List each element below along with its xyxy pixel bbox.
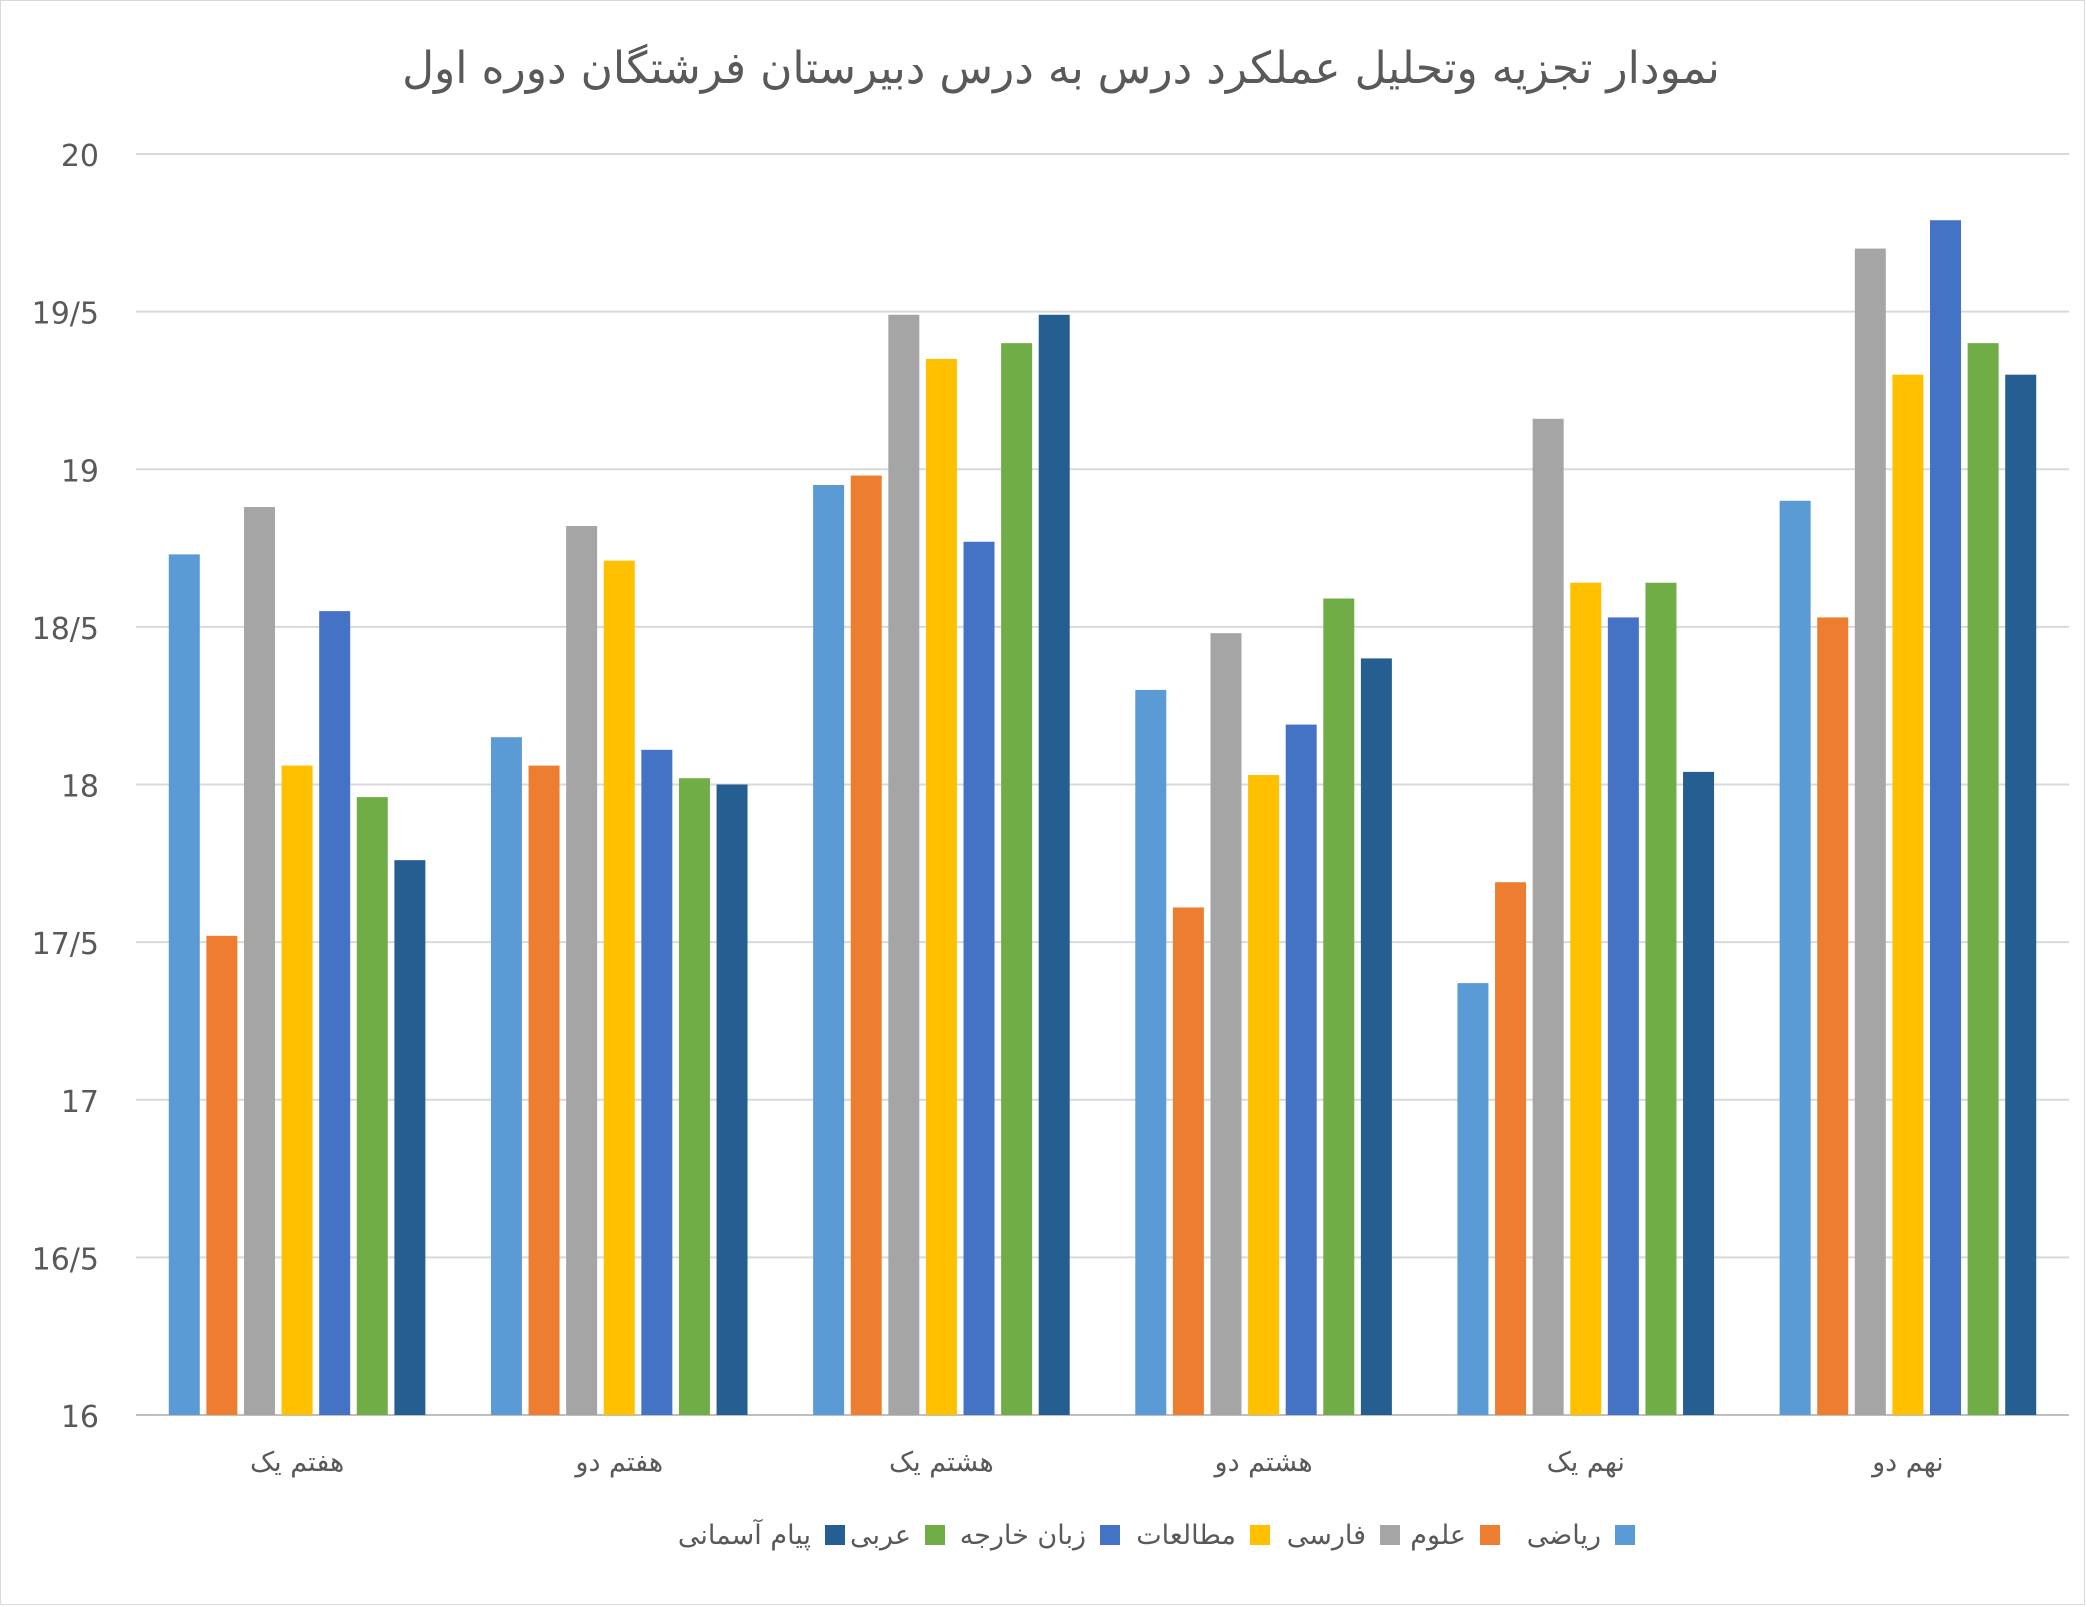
y-tick-label: 17/5 (32, 927, 99, 962)
y-tick-label: 16 (61, 1400, 99, 1435)
bar (1930, 220, 1962, 1415)
bar (319, 611, 351, 1415)
bar (1038, 314, 1070, 1416)
bar (1285, 724, 1317, 1415)
legend-swatch (1100, 1525, 1120, 1545)
bar (1457, 983, 1489, 1415)
legend-swatch (1380, 1525, 1400, 1545)
y-tick-label: 18/5 (32, 612, 99, 647)
legend-swatch (1480, 1525, 1500, 1545)
bar (1001, 343, 1033, 1415)
bar (528, 765, 560, 1415)
bar (603, 560, 635, 1415)
bar (1172, 907, 1204, 1415)
bar (1683, 771, 1715, 1415)
bar (1779, 500, 1811, 1415)
x-tick-label: هفتم یک (250, 1447, 344, 1478)
bar (1854, 248, 1886, 1416)
bar (888, 314, 920, 1416)
x-tick-label: نهم دو (1870, 1447, 1944, 1478)
bar (356, 797, 388, 1415)
y-tick-label: 19 (61, 454, 99, 489)
bar (678, 778, 710, 1415)
bar (1495, 882, 1527, 1415)
bar (716, 784, 748, 1415)
y-tick-label: 18 (61, 770, 99, 805)
bar (1967, 343, 1999, 1415)
bar (1323, 598, 1355, 1415)
bar (1607, 617, 1639, 1415)
legend-label: مطالعات (1136, 1520, 1236, 1551)
bar (1570, 582, 1602, 1415)
legend-label: زبان خارجه (960, 1520, 1086, 1551)
y-tick-label: 20 (61, 139, 99, 174)
bar (1210, 633, 1242, 1415)
legend-label: ریاضی (1527, 1520, 1601, 1551)
bar (1532, 418, 1564, 1415)
chart-title: نمودار تجزیه وتحلیل عملکرد درس به درس دب… (402, 43, 1720, 94)
y-tick-label: 16/5 (32, 1242, 99, 1277)
bar (243, 507, 275, 1416)
bar (850, 475, 882, 1415)
legend-swatch (825, 1525, 845, 1545)
bar (206, 935, 238, 1415)
y-tick-label: 19/5 (32, 297, 99, 332)
x-tick-label: نهم یک (1547, 1447, 1625, 1478)
bar (813, 485, 845, 1415)
bar (1645, 582, 1677, 1415)
x-tick-label: هفتم دو (573, 1447, 663, 1478)
legend-swatch (1250, 1525, 1270, 1545)
legend-label: پیام آسمانی (678, 1519, 811, 1551)
legend-label: عربی (850, 1520, 911, 1551)
bar (490, 737, 522, 1415)
bar (1135, 689, 1167, 1415)
bar (641, 749, 673, 1415)
legend-swatch (1615, 1525, 1635, 1545)
x-tick-label: هشتم دو (1213, 1447, 1313, 1478)
x-tick-label: هشتم یک (889, 1447, 994, 1478)
bar (2005, 374, 2037, 1415)
bar (281, 765, 313, 1415)
bar (394, 860, 426, 1415)
bar (168, 554, 200, 1415)
bar (1248, 775, 1280, 1415)
legend-label: فارسی (1287, 1520, 1366, 1551)
bar (925, 358, 957, 1416)
y-tick-label: 17 (61, 1085, 99, 1120)
bar (1892, 374, 1924, 1415)
legend-swatch (925, 1525, 945, 1545)
bar (1360, 658, 1392, 1415)
legend-label: علوم (1410, 1520, 1466, 1551)
bar (1817, 617, 1849, 1415)
bar (566, 525, 598, 1415)
bar (963, 541, 995, 1415)
